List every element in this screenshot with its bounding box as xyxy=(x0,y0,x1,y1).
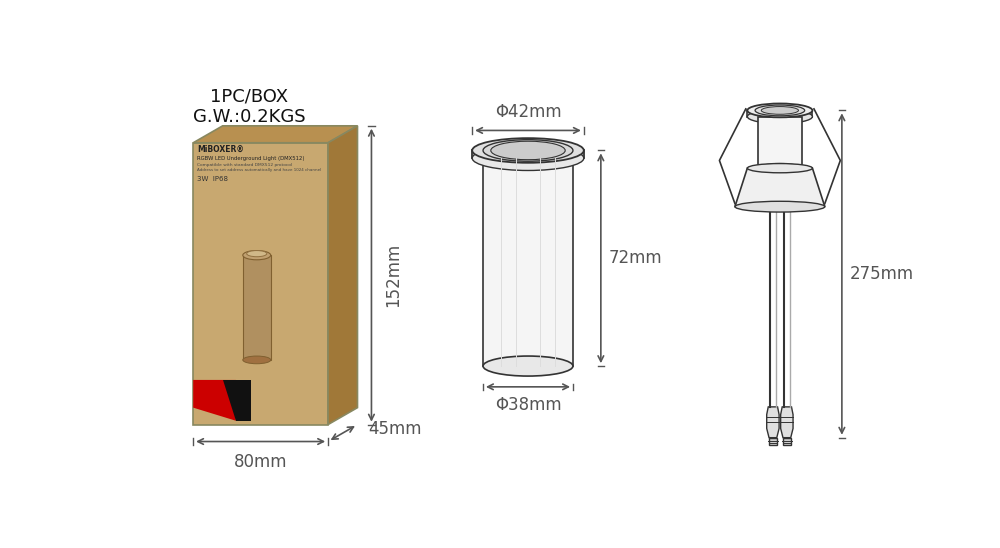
Polygon shape xyxy=(243,255,271,360)
Ellipse shape xyxy=(747,163,812,173)
Text: RGBW LED Underground Light (DMX512): RGBW LED Underground Light (DMX512) xyxy=(197,156,305,161)
Ellipse shape xyxy=(472,146,584,170)
Text: Φ42mm: Φ42mm xyxy=(495,103,561,121)
Text: 3W  IP68: 3W IP68 xyxy=(197,176,228,182)
Ellipse shape xyxy=(247,250,267,256)
Polygon shape xyxy=(758,117,802,168)
Polygon shape xyxy=(735,168,825,207)
Ellipse shape xyxy=(483,140,573,161)
Text: 45mm: 45mm xyxy=(368,420,422,438)
Polygon shape xyxy=(781,407,793,438)
Ellipse shape xyxy=(761,106,798,115)
Text: MiBOXER®: MiBOXER® xyxy=(197,145,244,154)
Ellipse shape xyxy=(747,110,812,123)
Text: 72mm: 72mm xyxy=(609,249,662,267)
Text: Address to set address automatically and have 1024 channel: Address to set address automatically and… xyxy=(197,168,321,172)
Ellipse shape xyxy=(747,104,812,117)
Polygon shape xyxy=(747,110,812,117)
Polygon shape xyxy=(193,143,328,425)
Polygon shape xyxy=(223,380,251,421)
Polygon shape xyxy=(483,158,573,366)
Ellipse shape xyxy=(243,356,271,364)
Text: 152mm: 152mm xyxy=(384,243,402,307)
Ellipse shape xyxy=(472,138,584,163)
Ellipse shape xyxy=(735,201,825,212)
Text: 1PC/BOX
G.W.:0.2KGS: 1PC/BOX G.W.:0.2KGS xyxy=(193,87,305,126)
Polygon shape xyxy=(328,126,358,425)
Ellipse shape xyxy=(483,356,573,376)
Ellipse shape xyxy=(491,141,565,159)
Polygon shape xyxy=(193,380,236,421)
Ellipse shape xyxy=(755,105,805,116)
Text: 80mm: 80mm xyxy=(234,453,287,471)
Ellipse shape xyxy=(758,163,802,173)
Polygon shape xyxy=(783,438,791,446)
Ellipse shape xyxy=(243,250,271,260)
Polygon shape xyxy=(769,438,777,446)
Polygon shape xyxy=(472,151,584,158)
Polygon shape xyxy=(767,407,779,438)
Text: Compatible with standard DMX512 protocol: Compatible with standard DMX512 protocol xyxy=(197,163,292,167)
Polygon shape xyxy=(193,126,358,143)
Text: 275mm: 275mm xyxy=(850,265,914,283)
Text: Φ38mm: Φ38mm xyxy=(495,396,561,414)
